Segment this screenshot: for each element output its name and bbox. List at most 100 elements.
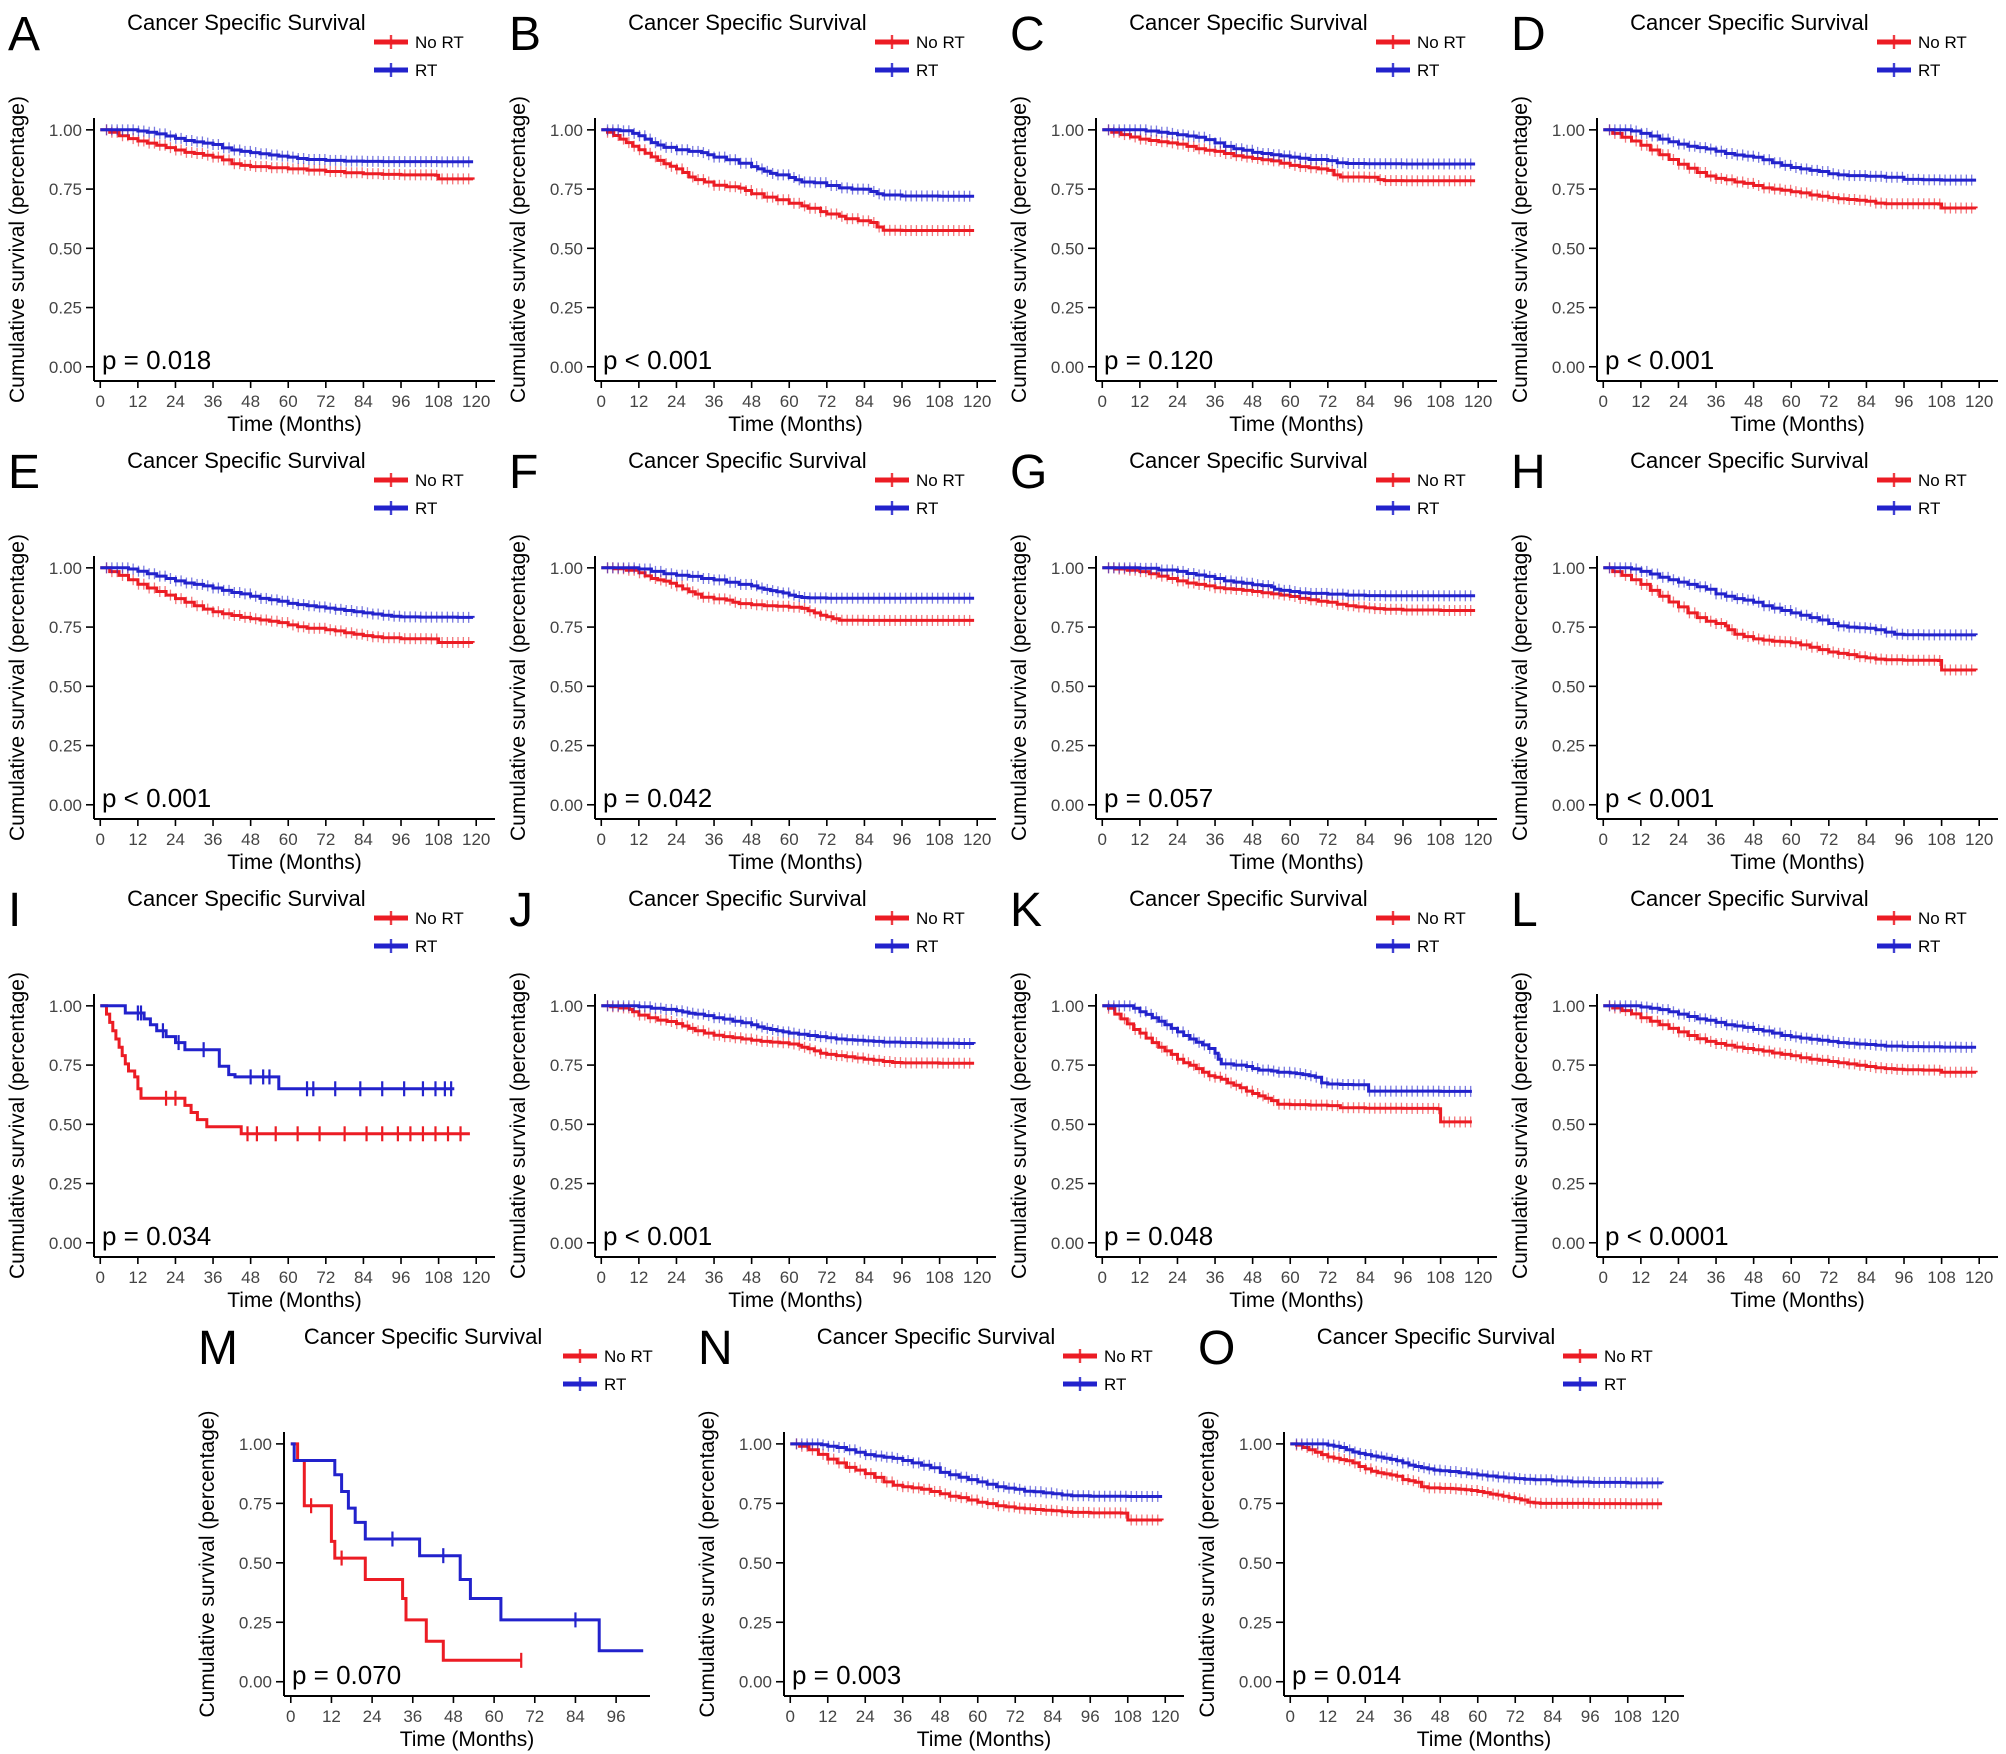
y-tick-label: 0.25 — [1051, 1175, 1084, 1194]
legend: No RT RT — [374, 471, 464, 518]
x-tick-label: 36 — [893, 1707, 912, 1726]
x-tick-label: 60 — [968, 1707, 987, 1726]
km-curve — [100, 1004, 455, 1091]
x-tick-label: 24 — [856, 1707, 875, 1726]
x-tick-label: 0 — [1286, 1707, 1295, 1726]
panel-title: Cancer Specific Survival — [628, 10, 866, 35]
x-tick-label: 48 — [1243, 830, 1262, 849]
x-tick-label: 36 — [204, 1268, 223, 1287]
x-tick-label: 60 — [780, 830, 799, 849]
p-value: p = 0.018 — [102, 345, 211, 375]
p-value: p < 0.001 — [603, 345, 712, 375]
x-tick-label: 48 — [241, 830, 260, 849]
km-series — [100, 1004, 470, 1142]
y-tick-label: 0.00 — [550, 796, 583, 815]
x-tick-label: 96 — [392, 1268, 411, 1287]
x-tick-label: 0 — [786, 1707, 795, 1726]
x-axis-label: Time (Months) — [1730, 413, 1865, 436]
panel-letter: N — [698, 1322, 733, 1375]
legend-label-rt: RT — [1104, 1375, 1126, 1394]
x-tick-label: 120 — [1965, 392, 1993, 411]
y-tick-label: 0.75 — [49, 180, 82, 199]
x-axis-label: Time (Months) — [1417, 1728, 1552, 1751]
km-curve — [601, 128, 975, 232]
legend-label-rt: RT — [415, 499, 437, 518]
km-curve — [1102, 1004, 1472, 1093]
x-tick-label: 120 — [963, 830, 991, 849]
x-axis: 0 12 24 36 48 60 72 84 96 108 120 — [1599, 1257, 1993, 1287]
y-axis: 0.00 0.25 0.50 0.75 1.00 — [49, 997, 94, 1253]
km-series — [1102, 562, 1476, 602]
panel-b: B Cancer Specific Survival No RT RT 0.00 0.25… — [507, 8, 996, 436]
x-tick-label: 60 — [780, 1268, 799, 1287]
panel-letter: M — [198, 1322, 238, 1375]
y-tick-label: 0.50 — [1552, 677, 1585, 696]
panel-letter: F — [509, 446, 538, 499]
x-tick-label: 96 — [1081, 1707, 1100, 1726]
x-tick-label: 0 — [1599, 392, 1608, 411]
x-tick-label: 84 — [354, 830, 373, 849]
x-tick-label: 108 — [424, 1268, 452, 1287]
x-tick-label: 0 — [1599, 1268, 1608, 1287]
y-tick-label: 0.75 — [739, 1494, 772, 1513]
y-tick-label: 1.00 — [1051, 121, 1084, 140]
x-tick-label: 0 — [1098, 830, 1107, 849]
x-axis-label: Time (Months) — [1229, 1289, 1364, 1312]
x-tick-label: 0 — [1098, 1268, 1107, 1287]
x-axis-label: Time (Months) — [227, 1289, 362, 1312]
panel-o: O Cancer Specific Survival No RT RT 0.00 0.25… — [1196, 1322, 1684, 1751]
x-tick-label: 108 — [1927, 392, 1955, 411]
x-axis-label: Time (Months) — [728, 1289, 863, 1312]
km-curve — [1603, 566, 1978, 672]
y-axis-label: Cumulative survival (percentage) — [6, 534, 29, 841]
y-tick-label: 1.00 — [239, 1435, 272, 1454]
y-tick-label: 0.00 — [49, 1234, 82, 1253]
km-curve — [1290, 1442, 1664, 1485]
x-tick-label: 72 — [1318, 392, 1337, 411]
x-tick-label: 12 — [322, 1707, 341, 1726]
legend: No RT RT — [1877, 909, 1967, 956]
y-axis: 0.00 0.25 0.50 0.75 1.00 — [1051, 559, 1096, 815]
y-axis: 0.00 0.25 0.50 0.75 1.00 — [739, 1435, 784, 1692]
legend: No RT RT — [1063, 1347, 1153, 1394]
x-tick-label: 96 — [893, 392, 912, 411]
x-axis: 0 12 24 36 48 60 72 84 96 108 120 — [96, 819, 490, 849]
legend: No RT RT — [563, 1347, 653, 1394]
x-axis: 0 12 24 36 48 60 72 84 96 108 120 — [1098, 1257, 1492, 1287]
legend: No RT RT — [1877, 33, 1967, 80]
x-tick-label: 36 — [403, 1707, 422, 1726]
panel-letter: B — [509, 8, 541, 61]
x-tick-label: 24 — [1356, 1707, 1375, 1726]
p-value: p < 0.001 — [1605, 783, 1714, 813]
x-axis-label: Time (Months) — [1229, 413, 1364, 436]
x-tick-label: 36 — [1707, 392, 1726, 411]
km-series — [601, 126, 975, 237]
y-tick-label: 0.75 — [550, 180, 583, 199]
y-tick-label: 0.50 — [550, 239, 583, 258]
legend: No RT RT — [1877, 471, 1967, 518]
panel-title: Cancer Specific Survival — [1129, 448, 1367, 473]
x-tick-label: 12 — [128, 830, 147, 849]
x-tick-label: 108 — [1426, 1268, 1454, 1287]
p-value: p < 0.0001 — [1605, 1221, 1729, 1251]
p-value: p < 0.001 — [1605, 345, 1714, 375]
panel-title: Cancer Specific Survival — [1630, 448, 1868, 473]
x-tick-label: 24 — [1669, 1268, 1688, 1287]
panel-letter: L — [1511, 884, 1538, 937]
x-tick-label: 108 — [1426, 830, 1454, 849]
y-tick-label: 0.75 — [49, 1056, 82, 1075]
panel-letter: G — [1010, 446, 1047, 499]
legend-label-rt: RT — [1604, 1375, 1626, 1394]
x-tick-label: 0 — [597, 830, 606, 849]
y-tick-label: 0.75 — [550, 618, 583, 637]
panel-title: Cancer Specific Survival — [127, 10, 365, 35]
x-axis: 0 12 24 36 48 60 72 84 96 108 120 — [1098, 819, 1492, 849]
km-curve — [1102, 566, 1476, 598]
x-tick-label: 120 — [1464, 1268, 1492, 1287]
panel-grid-bottom: M Cancer Specific Survival No RT RT 0.00 0.25… — [190, 1314, 2006, 1753]
x-tick-label: 72 — [1318, 1268, 1337, 1287]
y-tick-label: 0.00 — [550, 1234, 583, 1253]
x-tick-label: 24 — [1168, 830, 1187, 849]
panel-title: Cancer Specific Survival — [628, 886, 866, 911]
x-tick-label: 12 — [818, 1707, 837, 1726]
